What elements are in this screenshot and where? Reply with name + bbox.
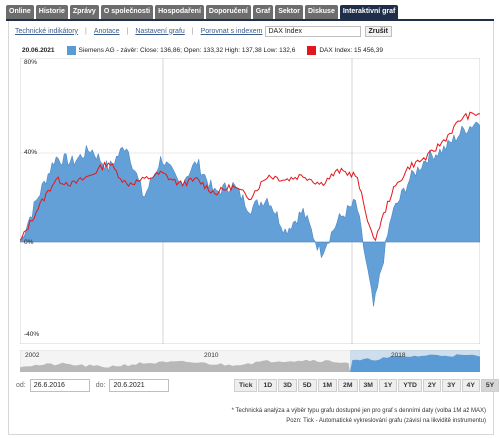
navigator-year: 2010 <box>204 352 219 359</box>
cancel-compare-button[interactable]: Zrušit <box>364 25 392 37</box>
siemens-swatch <box>66 45 76 55</box>
y-tick-label: -40% <box>24 331 40 338</box>
chart-toolbar: Technické indikátory | Anotace | Nastave… <box>15 25 392 37</box>
period-button-2y[interactable]: 2Y <box>422 379 442 392</box>
legend-date: 20.06.2021 <box>22 46 55 54</box>
price-chart[interactable] <box>20 58 480 344</box>
period-button-tick[interactable]: Tick <box>234 379 258 392</box>
chart-legend: 20.06.2021 Siemens AG - závěr: Close: 13… <box>22 45 383 55</box>
period-button-1y[interactable]: 1Y <box>378 379 398 392</box>
chart-settings-link[interactable]: Nastavení grafu <box>135 27 185 35</box>
tab-zprávy[interactable]: Zprávy <box>69 5 99 19</box>
separator: | <box>85 27 87 35</box>
period-button-1d[interactable]: 1D <box>258 379 278 392</box>
navigator-selected-area <box>350 354 480 372</box>
from-date-input[interactable]: 26.6.2016 <box>29 379 90 392</box>
tab-diskuse[interactable]: Diskuse <box>305 5 338 19</box>
footnote: * Technická analýza a výběr typu grafu d… <box>231 408 486 414</box>
y-tick-label: 40% <box>24 149 38 156</box>
tab-doporučení[interactable]: Doporučení <box>205 5 251 19</box>
navigator-year: 2002 <box>25 352 40 359</box>
tab-o-společnosti[interactable]: O společnosti <box>100 5 154 19</box>
tab-bar: Online Historie Zprávy O společnosti Hospoda… <box>6 5 399 19</box>
tab-online[interactable]: Online <box>6 5 34 19</box>
siemens-area-series <box>20 121 480 307</box>
annotations-link[interactable]: Anotace <box>93 27 120 35</box>
tab-hospodaření[interactable]: Hospodaření <box>155 5 204 19</box>
dax-swatch <box>307 45 317 55</box>
dax-line-series <box>20 111 480 242</box>
date-range: od: 26.6.2016 do: 20.6.2021 <box>16 379 170 392</box>
dax-legend-text: DAX Index: 15 456,39 <box>319 46 383 54</box>
y-tick-label: 0% <box>24 239 34 246</box>
period-button-ytd[interactable]: YTD <box>398 379 422 392</box>
index-input[interactable]: DAX Index <box>264 25 361 37</box>
period-button-3y[interactable]: 3Y <box>442 379 461 392</box>
tab-graf[interactable]: Graf <box>252 5 274 19</box>
tab-underline <box>6 19 494 21</box>
period-button-5y[interactable]: 5Y <box>480 379 500 392</box>
tab-historie[interactable]: Historie <box>35 5 68 19</box>
tab-sektor[interactable]: Sektor <box>275 5 303 19</box>
navigator-year: 2018 <box>391 352 406 359</box>
tab-interaktivní-graf[interactable]: Interaktivní graf <box>339 5 399 19</box>
to-label: do: <box>95 382 106 389</box>
from-label: od: <box>16 382 26 389</box>
separator: | <box>126 27 129 35</box>
chart-panel <box>8 21 494 435</box>
footnote: Pozn: Tick - Automatické vykreslování gr… <box>286 418 486 424</box>
y-tick-label: 80% <box>24 59 38 66</box>
separator: | <box>191 27 194 35</box>
to-date-input[interactable]: 20.6.2021 <box>109 379 170 392</box>
siemens-legend-text: Siemens AG - závěr: Close: 136,86; Open:… <box>78 46 296 54</box>
period-button-3d[interactable]: 3D <box>278 379 297 392</box>
period-selector: Tick1D3D5D1M2M3M1YYTD2Y3Y4Y5YMax <box>234 379 500 392</box>
period-button-3m[interactable]: 3M <box>358 379 378 392</box>
navigator-history-area <box>20 359 350 372</box>
period-button-1m[interactable]: 1M <box>317 379 338 392</box>
period-button-5d[interactable]: 5D <box>297 379 317 392</box>
period-button-4y[interactable]: 4Y <box>461 379 480 392</box>
range-navigator[interactable] <box>20 350 480 372</box>
technical-indicators-link[interactable]: Technické indikátory <box>15 27 79 35</box>
compare-index-link[interactable]: Porovnat s indexem <box>200 27 263 35</box>
period-button-2m[interactable]: 2M <box>338 379 358 392</box>
